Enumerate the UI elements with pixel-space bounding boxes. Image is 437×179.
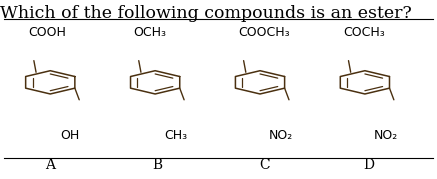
Text: OH: OH: [60, 129, 80, 142]
Text: COOCH₃: COOCH₃: [238, 26, 290, 39]
Text: NO₂: NO₂: [374, 129, 398, 142]
Text: COOH: COOH: [28, 26, 66, 39]
Text: COCH₃: COCH₃: [343, 26, 385, 39]
Text: CH₃: CH₃: [164, 129, 187, 142]
Text: Which of the following compounds is an ester?: Which of the following compounds is an e…: [0, 5, 411, 22]
Text: C: C: [259, 158, 270, 172]
Text: NO₂: NO₂: [269, 129, 293, 142]
Text: B: B: [152, 158, 163, 172]
Text: OCH₃: OCH₃: [133, 26, 166, 39]
Text: D: D: [364, 158, 375, 172]
Text: A: A: [45, 158, 55, 172]
